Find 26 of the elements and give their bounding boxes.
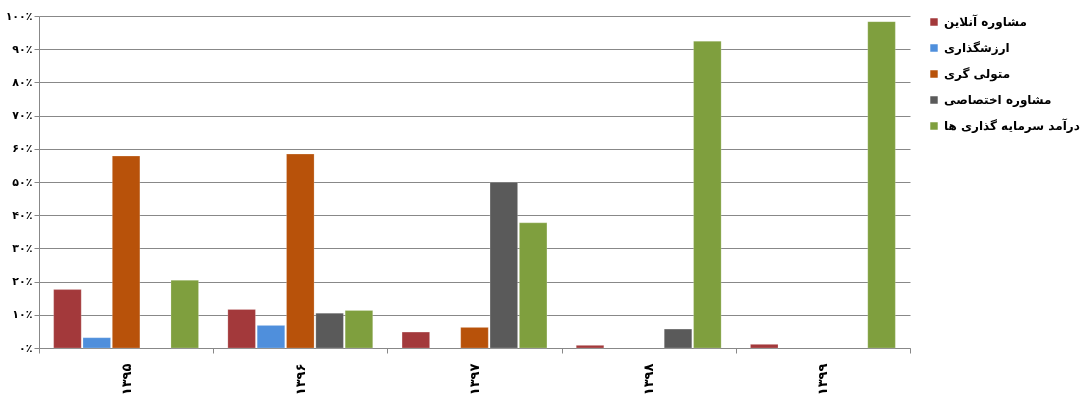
bar — [170, 280, 199, 349]
x-tick-label: ۱۳۹۸ — [641, 363, 657, 396]
legend-label: درآمد سرمایه گذاری ها — [944, 118, 1080, 133]
y-tick-label: ۱۰۰٪ — [5, 9, 33, 23]
bar — [750, 344, 779, 349]
legend-label: ارزشگذاری — [944, 41, 1010, 55]
y-tick-label: ۷۰٪ — [12, 109, 33, 123]
y-tick-label: ۹۰٪ — [12, 42, 33, 56]
bar — [401, 331, 430, 349]
bar — [867, 21, 896, 349]
y-tick-label: ۳۰٪ — [12, 241, 33, 255]
x-tick-label: ۱۳۹۶ — [292, 363, 308, 396]
legend-label: مشاوره آنلاین — [944, 14, 1027, 30]
x-tick-label: ۱۳۹۹ — [815, 363, 831, 396]
y-tick-label: ۰٪ — [19, 341, 33, 355]
y-tick-label: ۲۰٪ — [12, 275, 33, 289]
legend-label: مشاوره اختصاصی — [944, 93, 1052, 108]
y-tick-label: ۶۰٪ — [12, 142, 33, 156]
x-tick-label: ۱۳۹۵ — [118, 363, 134, 396]
y-tick-label: ۸۰٪ — [12, 75, 33, 89]
bar — [576, 345, 605, 349]
legend-label: متولی گری — [944, 67, 1011, 82]
y-tick-label: ۵۰٪ — [12, 175, 33, 189]
y-tick-label: ۴۰٪ — [12, 208, 33, 222]
x-tick-label: ۱۳۹۷ — [467, 363, 482, 396]
y-tick-label: ۱۰٪ — [12, 308, 33, 322]
